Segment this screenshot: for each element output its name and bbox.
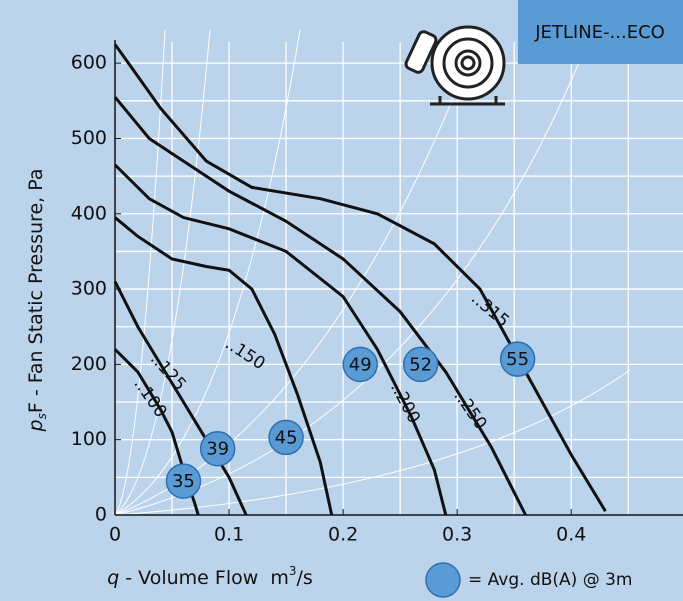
- chart-title: JETLINE-...ECO: [534, 22, 665, 43]
- x-tick-label: 0.3: [442, 524, 472, 546]
- fan-curve: [113, 163, 448, 516]
- x-tick-label: 0.4: [556, 524, 586, 546]
- x-label-var: q: [107, 567, 119, 589]
- y-label-sub: s: [35, 413, 49, 419]
- x-tick-label: 0: [109, 524, 121, 546]
- y-tick-label: 300: [71, 278, 107, 300]
- fan-icon: [404, 25, 506, 106]
- y-tick-label: 200: [71, 353, 107, 375]
- x-label-unit: /s: [297, 567, 313, 589]
- x-axis-label: q - Volume Flow m3/s: [107, 564, 313, 589]
- db-label: 49: [349, 354, 372, 375]
- y-tick-label: 0: [95, 504, 107, 526]
- y-axis-label: psF - Fan Static Pressure, Pa: [25, 169, 49, 433]
- db-label: 39: [206, 439, 229, 460]
- x-label-text: - Volume Flow m: [119, 567, 289, 589]
- fan-motor: [404, 30, 438, 74]
- fan-curve: [113, 96, 527, 516]
- db-marker: [268, 419, 304, 456]
- fan-curve: [113, 348, 200, 516]
- y-label-text: F - Fan Static Pressure, Pa: [25, 169, 47, 414]
- title-box: [518, 0, 683, 64]
- y-tick-label: 500: [71, 127, 107, 149]
- db-marker: [165, 463, 202, 499]
- db-label: 52: [409, 354, 432, 375]
- y-tick-label: 600: [71, 52, 107, 74]
- fan-base: [430, 96, 505, 106]
- db-marker: [402, 346, 439, 383]
- db-label: 35: [172, 471, 195, 492]
- y-tick-label: 100: [71, 428, 107, 450]
- fan-curve: [114, 216, 334, 516]
- fan-curve: [113, 43, 607, 513]
- x-tick-label: 0.1: [214, 524, 244, 546]
- fan-curve: [113, 280, 248, 516]
- system-curve: [114, 369, 631, 516]
- db-label: 45: [275, 427, 298, 448]
- db-marker: [499, 341, 536, 377]
- legend-label: = Avg. dB(A) @ 3m: [468, 570, 632, 590]
- system-curve: [114, 29, 301, 516]
- y-label-var: p: [25, 419, 47, 432]
- db-marker: [342, 346, 378, 383]
- fan-center: [460, 55, 476, 71]
- y-tick-label: 400: [71, 202, 107, 224]
- db-marker: [199, 430, 236, 467]
- x-label-sup: 3: [289, 564, 297, 578]
- x-tick-label: 0.2: [328, 524, 358, 546]
- db-label: 55: [506, 349, 529, 370]
- legend-marker: [425, 562, 461, 598]
